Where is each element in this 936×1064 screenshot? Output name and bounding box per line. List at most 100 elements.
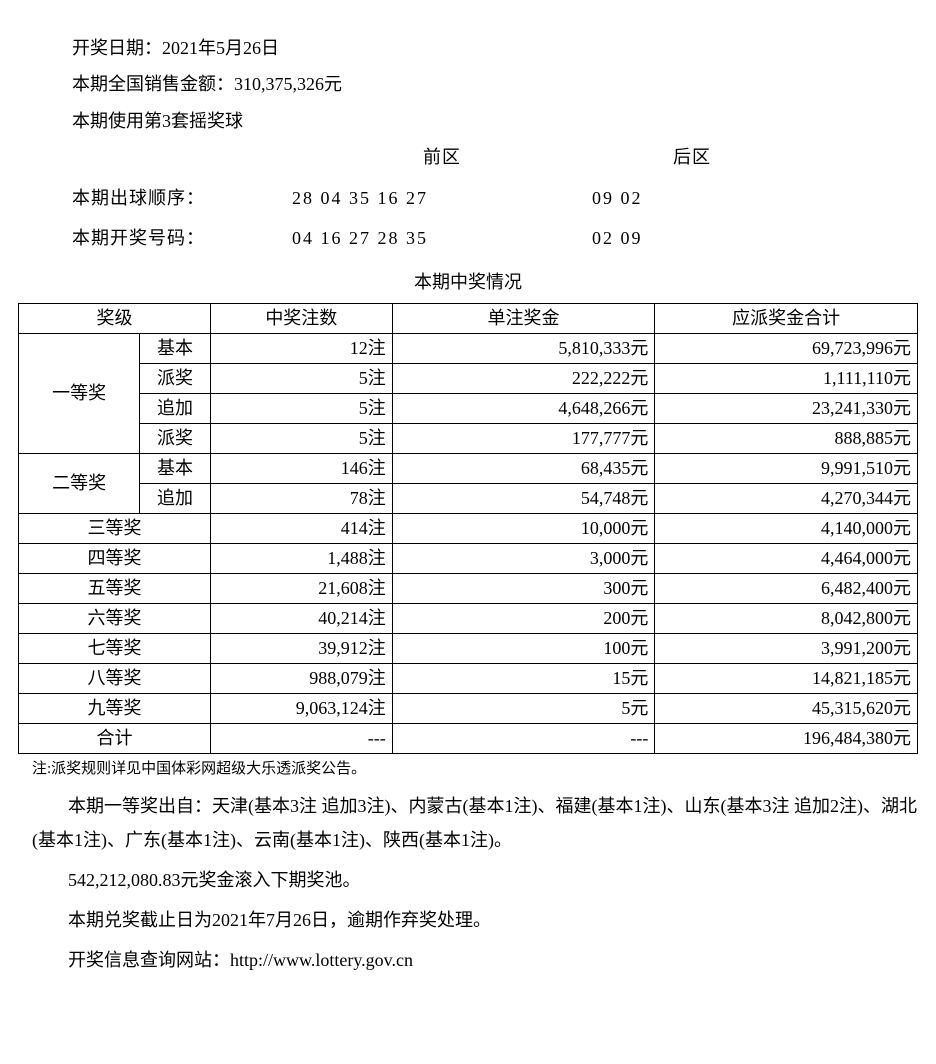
table-row: 六等奖40,214注200元8,042,800元 (19, 603, 918, 633)
cell-level: 九等奖 (19, 693, 211, 723)
cell-total: 4,464,000元 (655, 543, 918, 573)
cell-total: 196,484,380元 (655, 723, 918, 753)
cell-unit: 100元 (392, 633, 655, 663)
footnote: 注:派奖规则详见中国体彩网超级大乐透派奖公告。 (16, 756, 920, 783)
number-grid: 前区 后区 本期出球顺序： 28 04 35 16 27 09 02 本期开奖号… (16, 141, 920, 254)
cell-sub: 基本 (140, 453, 211, 483)
col-total: 应派奖金合计 (655, 303, 918, 333)
cell-total: 888,885元 (655, 423, 918, 453)
cell-total: 6,482,400元 (655, 573, 918, 603)
cell-count: 414注 (210, 513, 392, 543)
rollover: 542,212,080.83元奖金滚入下期奖池。 (16, 863, 920, 897)
cell-count: 39,912注 (210, 633, 392, 663)
winning-front: 04 16 27 28 35 (292, 222, 592, 254)
cell-total: 8,042,800元 (655, 603, 918, 633)
cell-unit: 3,000元 (392, 543, 655, 573)
cell-level: 二等奖 (19, 453, 140, 513)
table-row: 三等奖414注10,000元4,140,000元 (19, 513, 918, 543)
cell-sub: 追加 (140, 483, 211, 513)
national-sales: 本期全国销售金额：310,375,326元 (72, 68, 920, 100)
draw-order-label: 本期出球顺序： (72, 182, 292, 214)
table-row: 追加5注4,648,266元23,241,330元 (19, 393, 918, 423)
section-title: 本期中奖情况 (16, 266, 920, 298)
cell-unit: 54,748元 (392, 483, 655, 513)
table-row: 派奖5注177,777元888,885元 (19, 423, 918, 453)
claim-deadline: 本期兑奖截止日为2021年7月26日，逾期作弃奖处理。 (16, 903, 920, 937)
cell-count: --- (210, 723, 392, 753)
winner-origins: 本期一等奖出自：天津(基本3注 追加3注)、内蒙古(基本1注)、福建(基本1注)… (16, 789, 920, 857)
sales-value: 310,375,326元 (234, 74, 342, 94)
cell-sub: 追加 (140, 393, 211, 423)
cell-level: 五等奖 (19, 573, 211, 603)
cell-sub: 基本 (140, 333, 211, 363)
website-label: 开奖信息查询网站： (68, 950, 230, 970)
cell-sub: 派奖 (140, 423, 211, 453)
cell-unit: 4,648,266元 (392, 393, 655, 423)
table-row: 追加78注54,748元4,270,344元 (19, 483, 918, 513)
cell-total: 9,991,510元 (655, 453, 918, 483)
cell-count: 146注 (210, 453, 392, 483)
date-value: 2021年5月26日 (162, 38, 279, 58)
front-zone-header: 前区 (292, 141, 592, 173)
cell-count: 1,488注 (210, 543, 392, 573)
col-count: 中奖注数 (210, 303, 392, 333)
table-row: 八等奖988,079注15元14,821,185元 (19, 663, 918, 693)
cell-count: 5注 (210, 423, 392, 453)
cell-unit: 10,000元 (392, 513, 655, 543)
winning-back: 02 09 (592, 222, 792, 254)
cell-level: 八等奖 (19, 663, 211, 693)
cell-unit: 5元 (392, 693, 655, 723)
cell-level: 六等奖 (19, 603, 211, 633)
table-row: 二等奖基本146注68,435元9,991,510元 (19, 453, 918, 483)
cell-unit: 200元 (392, 603, 655, 633)
cell-unit: 15元 (392, 663, 655, 693)
cell-count: 5注 (210, 393, 392, 423)
cell-level: 一等奖 (19, 333, 140, 453)
cell-unit: 177,777元 (392, 423, 655, 453)
cell-level: 四等奖 (19, 543, 211, 573)
table-row: 一等奖基本12注5,810,333元69,723,996元 (19, 333, 918, 363)
cell-count: 40,214注 (210, 603, 392, 633)
cell-total: 45,315,620元 (655, 693, 918, 723)
draw-order-front: 28 04 35 16 27 (292, 182, 592, 214)
website-line: 开奖信息查询网站：http://www.lottery.gov.cn (16, 943, 920, 977)
table-row: 派奖5注222,222元1,111,110元 (19, 363, 918, 393)
ball-set: 本期使用第3套摇奖球 (72, 105, 920, 137)
cell-level: 三等奖 (19, 513, 211, 543)
draw-order-back: 09 02 (592, 182, 792, 214)
cell-sub: 派奖 (140, 363, 211, 393)
back-zone-header: 后区 (592, 141, 792, 173)
cell-unit: 68,435元 (392, 453, 655, 483)
prize-table: 奖级 中奖注数 单注奖金 应派奖金合计 一等奖基本12注5,810,333元69… (18, 303, 918, 754)
cell-count: 21,608注 (210, 573, 392, 603)
cell-level: 七等奖 (19, 633, 211, 663)
cell-total: 69,723,996元 (655, 333, 918, 363)
cell-total: 3,991,200元 (655, 633, 918, 663)
website-url: http://www.lottery.gov.cn (230, 950, 413, 970)
col-unit: 单注奖金 (392, 303, 655, 333)
date-label: 开奖日期： (72, 38, 162, 58)
cell-unit: 300元 (392, 573, 655, 603)
cell-unit: 5,810,333元 (392, 333, 655, 363)
cell-count: 988,079注 (210, 663, 392, 693)
cell-level: 合计 (19, 723, 211, 753)
header-block: 开奖日期：2021年5月26日 本期全国销售金额：310,375,326元 本期… (16, 32, 920, 137)
cell-count: 12注 (210, 333, 392, 363)
table-row: 五等奖21,608注300元6,482,400元 (19, 573, 918, 603)
table-row: 九等奖9,063,124注5元45,315,620元 (19, 693, 918, 723)
cell-count: 78注 (210, 483, 392, 513)
cell-total: 23,241,330元 (655, 393, 918, 423)
table-row: 合计------196,484,380元 (19, 723, 918, 753)
table-header-row: 奖级 中奖注数 单注奖金 应派奖金合计 (19, 303, 918, 333)
draw-date: 开奖日期：2021年5月26日 (72, 32, 920, 64)
table-row: 四等奖1,488注3,000元4,464,000元 (19, 543, 918, 573)
cell-total: 4,270,344元 (655, 483, 918, 513)
cell-total: 14,821,185元 (655, 663, 918, 693)
winning-numbers-label: 本期开奖号码： (72, 222, 292, 254)
table-row: 七等奖39,912注100元3,991,200元 (19, 633, 918, 663)
cell-unit: 222,222元 (392, 363, 655, 393)
cell-unit: --- (392, 723, 655, 753)
cell-count: 9,063,124注 (210, 693, 392, 723)
col-level: 奖级 (19, 303, 211, 333)
sales-label: 本期全国销售金额： (72, 74, 234, 94)
